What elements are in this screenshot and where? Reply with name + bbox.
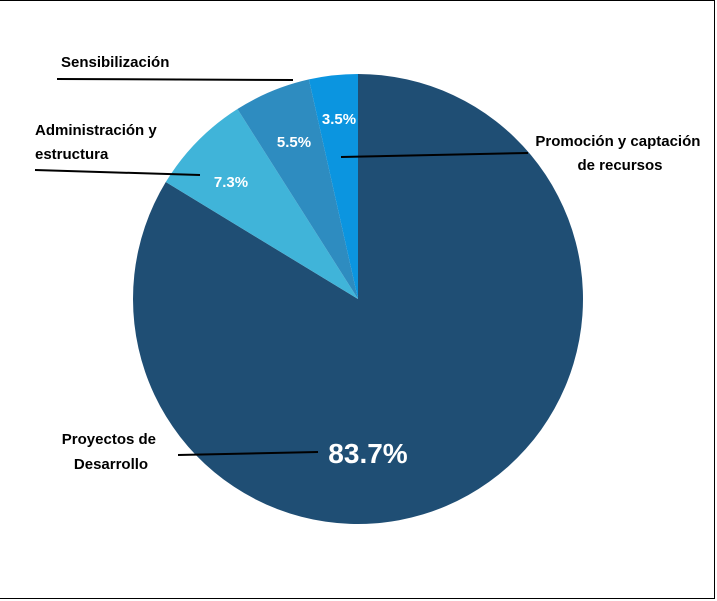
pie-slices [133,74,584,524]
leader-line-sensibilizacion [56,78,294,81]
pie-slice-administracion [165,109,358,299]
slice-value-label-administracion: 7.3% [214,174,248,191]
pie-slice-sensibilizacion [237,79,358,299]
slice-category-label-sensibilizacion: Sensibilización [61,54,169,71]
leader-line-proyectos [177,451,319,456]
slice-value-label-promocion: 3.5% [322,111,356,128]
leader-line-promocion [340,152,529,158]
pie-slice-proyectos [133,74,584,524]
slice-category-label-administracion: Administración y estructura [35,122,161,163]
pie-slice-promocion [308,74,358,299]
slice-category-label-promocion: Promoción y captación de recursos [535,133,704,174]
leader-lines [34,78,529,456]
leader-line-administracion [34,169,201,176]
slice-category-label-proyectos: Proyectos de Desarrollo [62,431,160,473]
slice-value-label-proyectos: 83.7% [328,438,407,469]
slice-value-label-sensibilizacion: 5.5% [277,134,311,151]
